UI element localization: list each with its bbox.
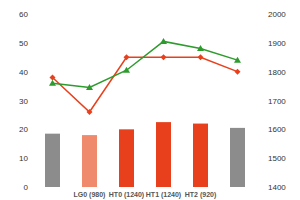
plot-marks: [45, 38, 245, 187]
category-label: HT1 (1240): [146, 191, 181, 199]
line: [53, 41, 238, 87]
bar: [45, 134, 60, 187]
marker: [160, 38, 167, 44]
y2-tick: [256, 42, 258, 43]
marker: [161, 54, 167, 60]
category-label: LG0 (980): [74, 191, 106, 199]
y-tick: [32, 42, 34, 43]
y2-tick: [256, 14, 258, 15]
y-tick-label: 10: [19, 154, 28, 163]
y2-tick: [256, 129, 258, 130]
y2-tick: [256, 100, 258, 101]
y-tick-label: 40: [19, 68, 28, 77]
marker: [197, 45, 204, 51]
marker: [123, 67, 130, 73]
y-tick-label: 0: [24, 183, 29, 192]
marker: [234, 57, 241, 63]
marker: [198, 54, 204, 60]
y-tick: [32, 129, 34, 130]
y-tick-label: 20: [19, 125, 28, 134]
y2-tick-label: 1500: [268, 154, 286, 163]
y2-tick: [256, 187, 258, 188]
bar: [193, 124, 208, 187]
y-tick: [32, 14, 34, 15]
y2-tick: [256, 158, 258, 159]
marker: [50, 74, 56, 80]
y-tick-label: 60: [19, 10, 28, 19]
marker: [49, 80, 56, 86]
marker: [124, 54, 130, 60]
bar: [156, 122, 171, 187]
y2-tick-label: 1600: [268, 125, 286, 134]
y-tick: [32, 158, 34, 159]
y2-tick: [256, 71, 258, 72]
y-tick: [32, 71, 34, 72]
chart: 0 10 20 30 40 50 60 1400 1500 1600 1700 1800 1900 200…: [0, 0, 300, 200]
line: [53, 57, 238, 112]
category-label: HT0 (1240): [109, 191, 144, 199]
y2-tick-label: 1800: [268, 68, 286, 77]
bar: [230, 128, 245, 187]
y2-tick-label: 2000: [268, 10, 286, 19]
y-tick: [32, 187, 34, 188]
bar: [119, 129, 134, 187]
marker: [86, 84, 93, 90]
y2-tick-label: 1400: [268, 183, 286, 192]
y-tick: [32, 100, 34, 101]
bar: [82, 135, 97, 187]
y-tick-label: 30: [19, 97, 28, 106]
category-label: HT2 (920): [185, 191, 217, 199]
y2-tick-label: 1700: [268, 97, 286, 106]
y-tick-label: 50: [19, 39, 28, 48]
marker: [87, 109, 93, 115]
y2-tick-label: 1900: [268, 39, 286, 48]
marker: [235, 69, 241, 75]
